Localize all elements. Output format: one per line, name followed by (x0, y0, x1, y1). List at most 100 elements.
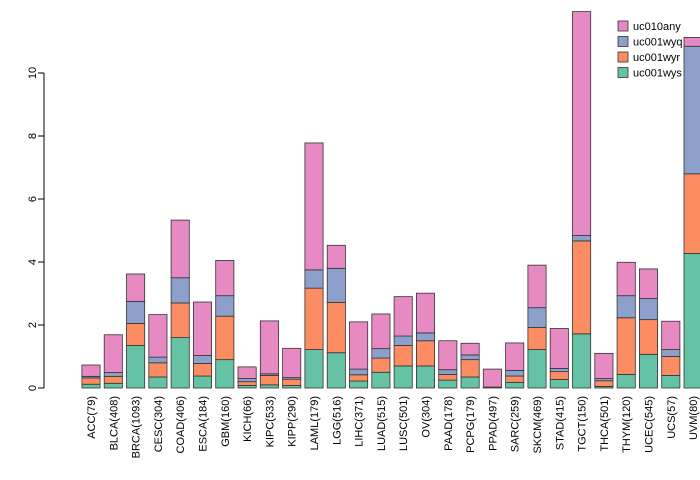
bar-uc001wyr-coad406 (170, 302, 190, 339)
bar-uc010any-ppad497 (482, 368, 502, 388)
bar-uc010any-sarc259 (505, 342, 525, 371)
x-tick-label: GBM(160) (220, 396, 232, 447)
bar-uc001wyq-cesc304 (148, 356, 168, 364)
bar-uc001wys-lusc501 (393, 365, 413, 389)
bar-uc001wyq-gbm160 (215, 295, 235, 317)
bar-uc001wyr-kipc533 (259, 374, 279, 386)
x-tick-label: LUAD(515) (376, 396, 388, 451)
bar-uc001wys-thym120 (616, 374, 636, 389)
bar-uc001wyr-skcm469 (527, 327, 547, 350)
bar-uc010any-uvm80 (683, 37, 700, 47)
bar-uc001wyr-esca184 (192, 363, 212, 377)
bar-uc001wys-ucec545 (639, 353, 659, 389)
bar-uc001wys-skcm469 (527, 349, 547, 389)
bar-uc001wyr-blca408 (103, 375, 123, 384)
bar-uc001wyq-laml179 (304, 269, 324, 289)
legend-swatch-uc001wyr (617, 51, 629, 63)
bar-uc001wyq-lihc371 (349, 368, 369, 376)
bar-uc001wyr-lihc371 (349, 374, 369, 382)
bar-uc001wys-paad178 (438, 379, 458, 389)
x-tick-label: LAML(179) (309, 396, 321, 450)
bar-uc001wyq-skcm469 (527, 307, 547, 328)
bar-uc010any-gbm160 (215, 260, 235, 297)
x-tick-label: KICH(66) (242, 396, 254, 442)
bar-uc010any-lgg516 (326, 244, 346, 269)
bar-uc001wyr-uvm80 (683, 173, 700, 254)
x-tick-label: ESCA(184) (198, 396, 210, 452)
bar-uc001wys-pcpg179 (460, 376, 480, 389)
bar-uc001wyq-pcpg179 (460, 354, 480, 361)
legend-swatch-uc010any (617, 20, 629, 32)
x-tick-label: UCS(57) (666, 396, 678, 439)
x-tick-labels: ACC(79) BLCA(408) BRCA(1093) CESC(304) COAD(… (86, 396, 700, 458)
legend-label-uc010any: uc010any (633, 21, 681, 33)
bar-uc010any-pcpg179 (460, 342, 480, 356)
bar-uc001wys-stad415 (549, 379, 569, 389)
x-tick-label: TGCT(150) (577, 396, 589, 452)
x-tick-label: SARC(259) (510, 396, 522, 452)
x-tick-label: UVM(80) (688, 396, 700, 440)
x-tick-label: THYM(120) (621, 396, 633, 453)
y-tick-label: 6 (27, 196, 39, 202)
bar-uc001wys-kipc533 (259, 384, 279, 389)
bar-uc010any-lusc501 (393, 296, 413, 337)
x-tick-label: BRCA(1093) (131, 396, 143, 458)
bar-uc001wys-ucs57 (661, 374, 681, 389)
bar-uc001wyq-ucs57 (661, 349, 681, 357)
bar-uc001wyq-tgct150 (572, 235, 592, 242)
bar-uc010any-ucec545 (639, 268, 659, 299)
bar-uc001wyr-ov304 (415, 340, 435, 367)
x-tick-label: PPAD(497) (487, 396, 499, 451)
bar-uc001wyq-ucec545 (639, 298, 659, 321)
bar-uc010any-coad406 (170, 219, 190, 279)
bar-uc010any-cesc304 (148, 314, 168, 358)
bar-uc010any-ucs57 (661, 320, 681, 350)
y-tick-label: 0 (27, 385, 39, 391)
bar-uc001wyr-kich66 (237, 381, 257, 386)
bar-uc001wyr-stad415 (549, 371, 569, 380)
bar-uc001wys-cesc304 (148, 376, 168, 389)
bar-uc010any-acc79 (81, 364, 101, 377)
bar-uc001wyq-lgg516 (326, 267, 346, 303)
x-tick-label: CESC(304) (153, 396, 165, 452)
bar-uc001wys-ov304 (415, 365, 435, 389)
bar-uc001wyq-coad406 (170, 277, 190, 304)
bar-uc010any-kich66 (237, 366, 257, 379)
bar-uc001wyq-sarc259 (505, 369, 525, 377)
bar-uc001wyq-blca408 (103, 372, 123, 377)
bar-uc001wys-esca184 (192, 375, 212, 389)
x-tick-label: LIHC(371) (354, 396, 366, 447)
bar-uc001wyr-lgg516 (326, 301, 346, 354)
bar-uc001wys-tgct150 (572, 333, 592, 389)
x-tick-label: UCEC(545) (644, 396, 656, 453)
x-tick-label: THCA(501) (599, 396, 611, 452)
bar-uc001wyr-thca501 (594, 380, 614, 387)
bar-uc010any-stad415 (549, 328, 569, 369)
bar-uc001wyr-pcpg179 (460, 359, 480, 378)
bar-uc010any-thca501 (594, 352, 614, 379)
bar-uc001wys-brca1093 (126, 345, 146, 389)
x-tick-label: KIPC(533) (264, 396, 276, 447)
legend-label-uc001wyq: uc001wyq (633, 37, 683, 49)
bar-uc001wys-acc79 (81, 383, 101, 389)
bar-uc001wyr-cesc304 (148, 362, 168, 378)
bar-uc001wys-coad406 (170, 337, 190, 389)
bar-uc001wys-gbm160 (215, 359, 235, 389)
bar-uc001wyr-kipp290 (282, 378, 302, 386)
bar-uc001wyr-sarc259 (505, 375, 525, 383)
bar-uc010any-brca1093 (126, 273, 146, 302)
legend-swatch-uc001wys (617, 67, 629, 78)
bar-uc010any-skcm469 (527, 264, 547, 309)
bar-uc001wyr-ucec545 (639, 319, 659, 355)
bar-uc001wyq-kich66 (237, 378, 257, 383)
x-tick-label: LGG(516) (331, 396, 343, 445)
bar-uc010any-thym120 (616, 261, 636, 297)
bar-uc010any-laml179 (304, 142, 324, 271)
bar-uc001wyq-ov304 (415, 332, 435, 342)
x-tick-label: PCPG(179) (465, 396, 477, 453)
bar-uc010any-kipc533 (259, 320, 279, 375)
bar-uc001wyq-paad178 (438, 369, 458, 375)
bar-uc001wyr-paad178 (438, 374, 458, 381)
bar-uc001wyq-stad415 (549, 368, 569, 373)
